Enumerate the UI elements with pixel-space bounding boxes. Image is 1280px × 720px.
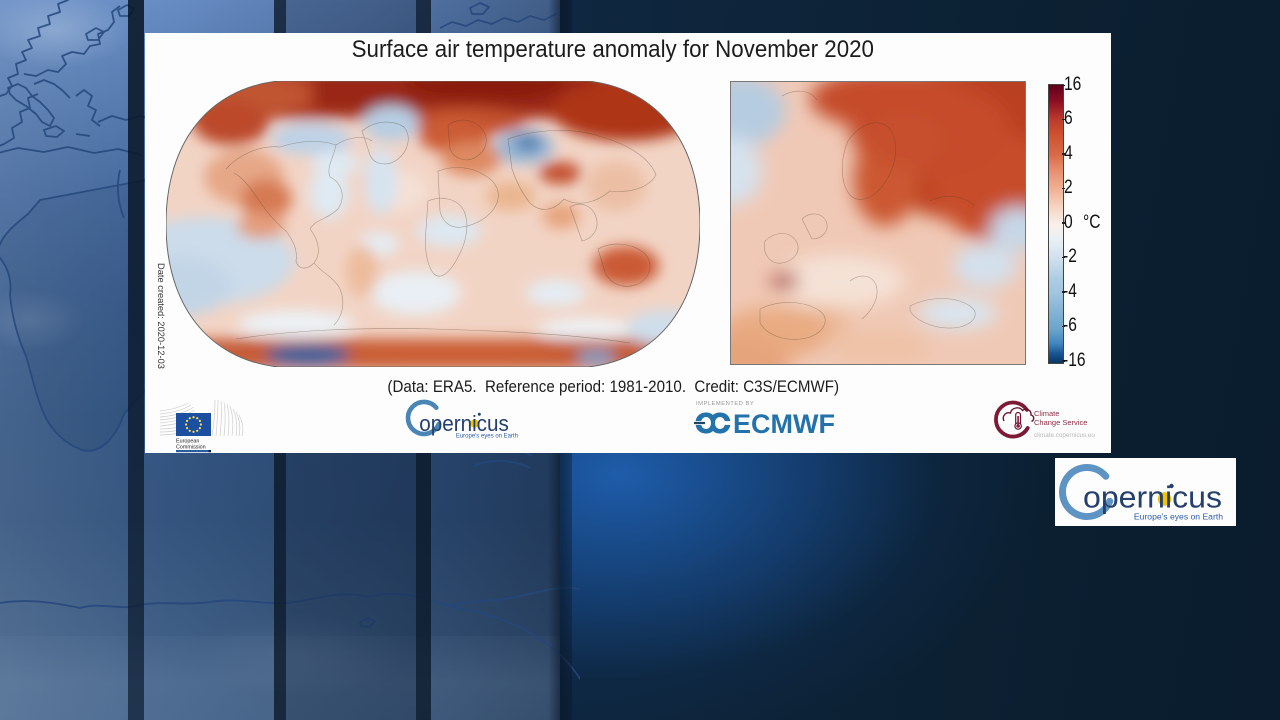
svg-text:Europe's eyes on Earth: Europe's eyes on Earth xyxy=(456,434,518,440)
svg-text:Commission: Commission xyxy=(176,445,206,451)
svg-text:Change Service: Change Service xyxy=(1034,418,1087,427)
svg-text:climate.copernicus.eu: climate.copernicus.eu xyxy=(1034,432,1095,439)
svg-text:opernicus: opernicus xyxy=(419,411,509,436)
svg-text:opernicus: opernicus xyxy=(1083,480,1222,515)
svg-text:Climate: Climate xyxy=(1034,409,1059,418)
svg-text:European: European xyxy=(176,439,199,445)
svg-text:ECMWF: ECMWF xyxy=(733,409,835,439)
svg-text:Europe's eyes on Earth: Europe's eyes on Earth xyxy=(1134,512,1223,522)
